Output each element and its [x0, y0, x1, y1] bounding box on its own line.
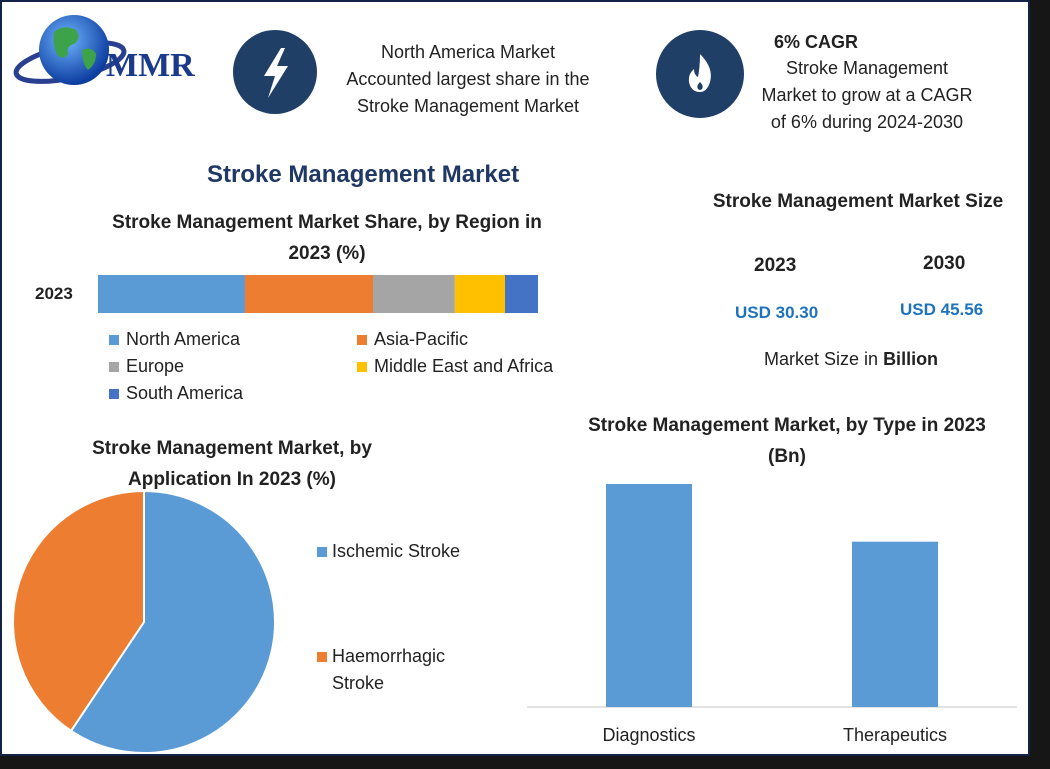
bar-segment: [244, 275, 373, 313]
chart-title: Stroke Management Market, by Application…: [92, 438, 372, 490]
bar: [852, 541, 938, 707]
callout-line: Stroke Management Market: [356, 96, 580, 116]
bar-segment: [373, 275, 455, 313]
year-label: 2023: [754, 255, 797, 276]
chart-title: Stroke Management Market Share, by Regio…: [112, 212, 542, 264]
legend-swatch: [357, 335, 367, 345]
legend-label: Asia-Pacific: [374, 329, 469, 349]
bar-segment: [98, 275, 245, 313]
legend-label: Haemorrhagic Stroke: [332, 646, 446, 693]
year-label: 2030: [923, 253, 966, 274]
callout-line: North America Market: [380, 42, 556, 62]
note-text: Market Size in: [764, 349, 879, 369]
callout-heading: 6% CAGR: [774, 32, 859, 52]
category-label: 2023: [35, 284, 73, 303]
callout-line: Market to grow at a CAGR: [761, 85, 973, 105]
callout-line: Accounted largest share in the: [346, 69, 590, 89]
pie-slice: [69, 489, 276, 754]
size-note: Market Size in Billion: [764, 346, 938, 373]
callout-left: North America Market Accounted largest sh…: [318, 39, 618, 120]
legend-label: Europe: [126, 356, 185, 376]
legend-label: Middle East and Africa: [374, 356, 554, 376]
graphics: [12, 15, 1017, 754]
callout-line: of 6% during 2024-2030: [770, 112, 964, 132]
market-size-title: Stroke Management Market Size: [712, 191, 1004, 212]
main-title: Stroke Management Market: [207, 161, 520, 188]
bar-segment: [454, 275, 505, 313]
bolt-icon: [233, 30, 317, 114]
legend-label: North America: [126, 329, 241, 349]
note-bold: Billion: [883, 349, 939, 369]
x-tick-label: Diagnostics: [602, 725, 696, 745]
legend-swatch: [357, 362, 367, 372]
flame-icon: [656, 30, 744, 118]
legend-swatch: [317, 547, 327, 557]
legend-swatch: [109, 335, 119, 345]
callout-line: Stroke Management: [785, 58, 949, 78]
legend-label: South America: [126, 383, 244, 403]
size-value: USD 45.56: [900, 300, 984, 319]
legend-swatch: [109, 362, 119, 372]
legend-swatch: [109, 389, 119, 399]
legend-swatch: [317, 652, 327, 662]
bar: [606, 484, 692, 707]
infographic: MMR North America Market Accounted larges…: [0, 0, 1030, 756]
bar-segment: [505, 275, 538, 313]
legend-label: Ischemic Stroke: [332, 541, 461, 561]
callout-right: Stroke Management Market to grow at a CAG…: [737, 55, 997, 136]
pie-slice: [12, 489, 145, 733]
logo-globe: [13, 15, 127, 85]
x-tick-label: Therapeutics: [842, 725, 948, 745]
logo-text: MMR: [106, 47, 195, 84]
chart-title: Stroke Management Market, by Type in 202…: [588, 415, 986, 467]
size-value: USD 30.30: [735, 303, 819, 322]
